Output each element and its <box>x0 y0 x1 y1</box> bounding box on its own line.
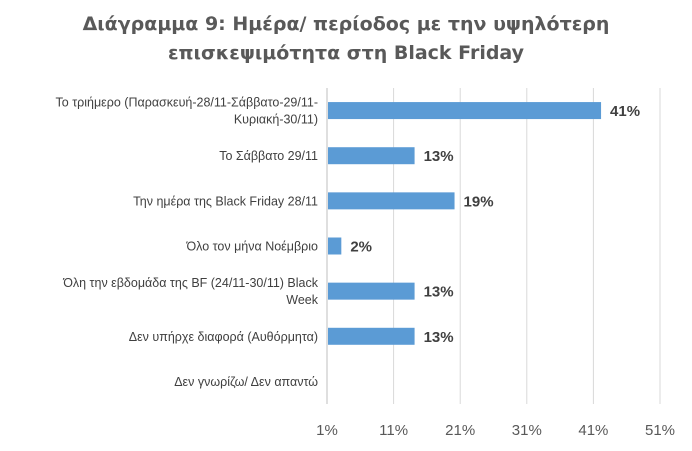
data-label: 13% <box>424 329 454 346</box>
data-label: 19% <box>464 193 494 210</box>
x-tick-label: 11% <box>379 422 408 439</box>
category-label: Δεν γνωρίζω/ Δεν απαντώ <box>174 375 318 389</box>
category-label: Το Σάββατο 29/11 <box>219 149 318 163</box>
bar <box>328 237 342 255</box>
chart-title-line-2: επισκεψιμότητα στη Black Friday <box>167 42 525 64</box>
x-tick-label: 1% <box>316 422 338 439</box>
x-tick-label: 41% <box>578 422 608 439</box>
category-label: Δεν υπήρχε διαφορά (Αυθόρμητα) <box>129 330 318 344</box>
category-label: Όλο τον μήνα Νοέμβριο <box>186 240 319 254</box>
bar <box>328 282 415 300</box>
x-tick-label: 21% <box>445 422 475 439</box>
bar <box>328 327 415 345</box>
x-tick-label: 31% <box>512 422 542 439</box>
data-label: 13% <box>424 284 454 301</box>
bar <box>328 192 455 210</box>
chart-title-line-1: Διάγραμμα 9: Ημέρα/ περίοδος με την υψηλ… <box>82 13 610 35</box>
data-label: 2% <box>350 239 372 256</box>
bar <box>328 147 415 165</box>
category-label: Week <box>286 293 318 307</box>
bar <box>328 102 602 120</box>
data-label: 41% <box>610 103 640 120</box>
category-label: Κυριακή-30/11) <box>234 113 318 127</box>
category-label: Όλη την εβδομάδα της BF (24/11-30/11) Bl… <box>62 276 319 290</box>
data-label: 13% <box>424 148 454 165</box>
category-label: Το τριήμερο (Παρασκευή-28/11-Σάββατο-29/… <box>56 96 318 110</box>
x-tick-label: 51% <box>645 422 675 439</box>
category-label: Την ημέρα της Black Friday 28/11 <box>133 194 318 208</box>
chart-title: Διάγραμμα 9: Ημέρα/ περίοδος με την υψηλ… <box>0 10 692 68</box>
